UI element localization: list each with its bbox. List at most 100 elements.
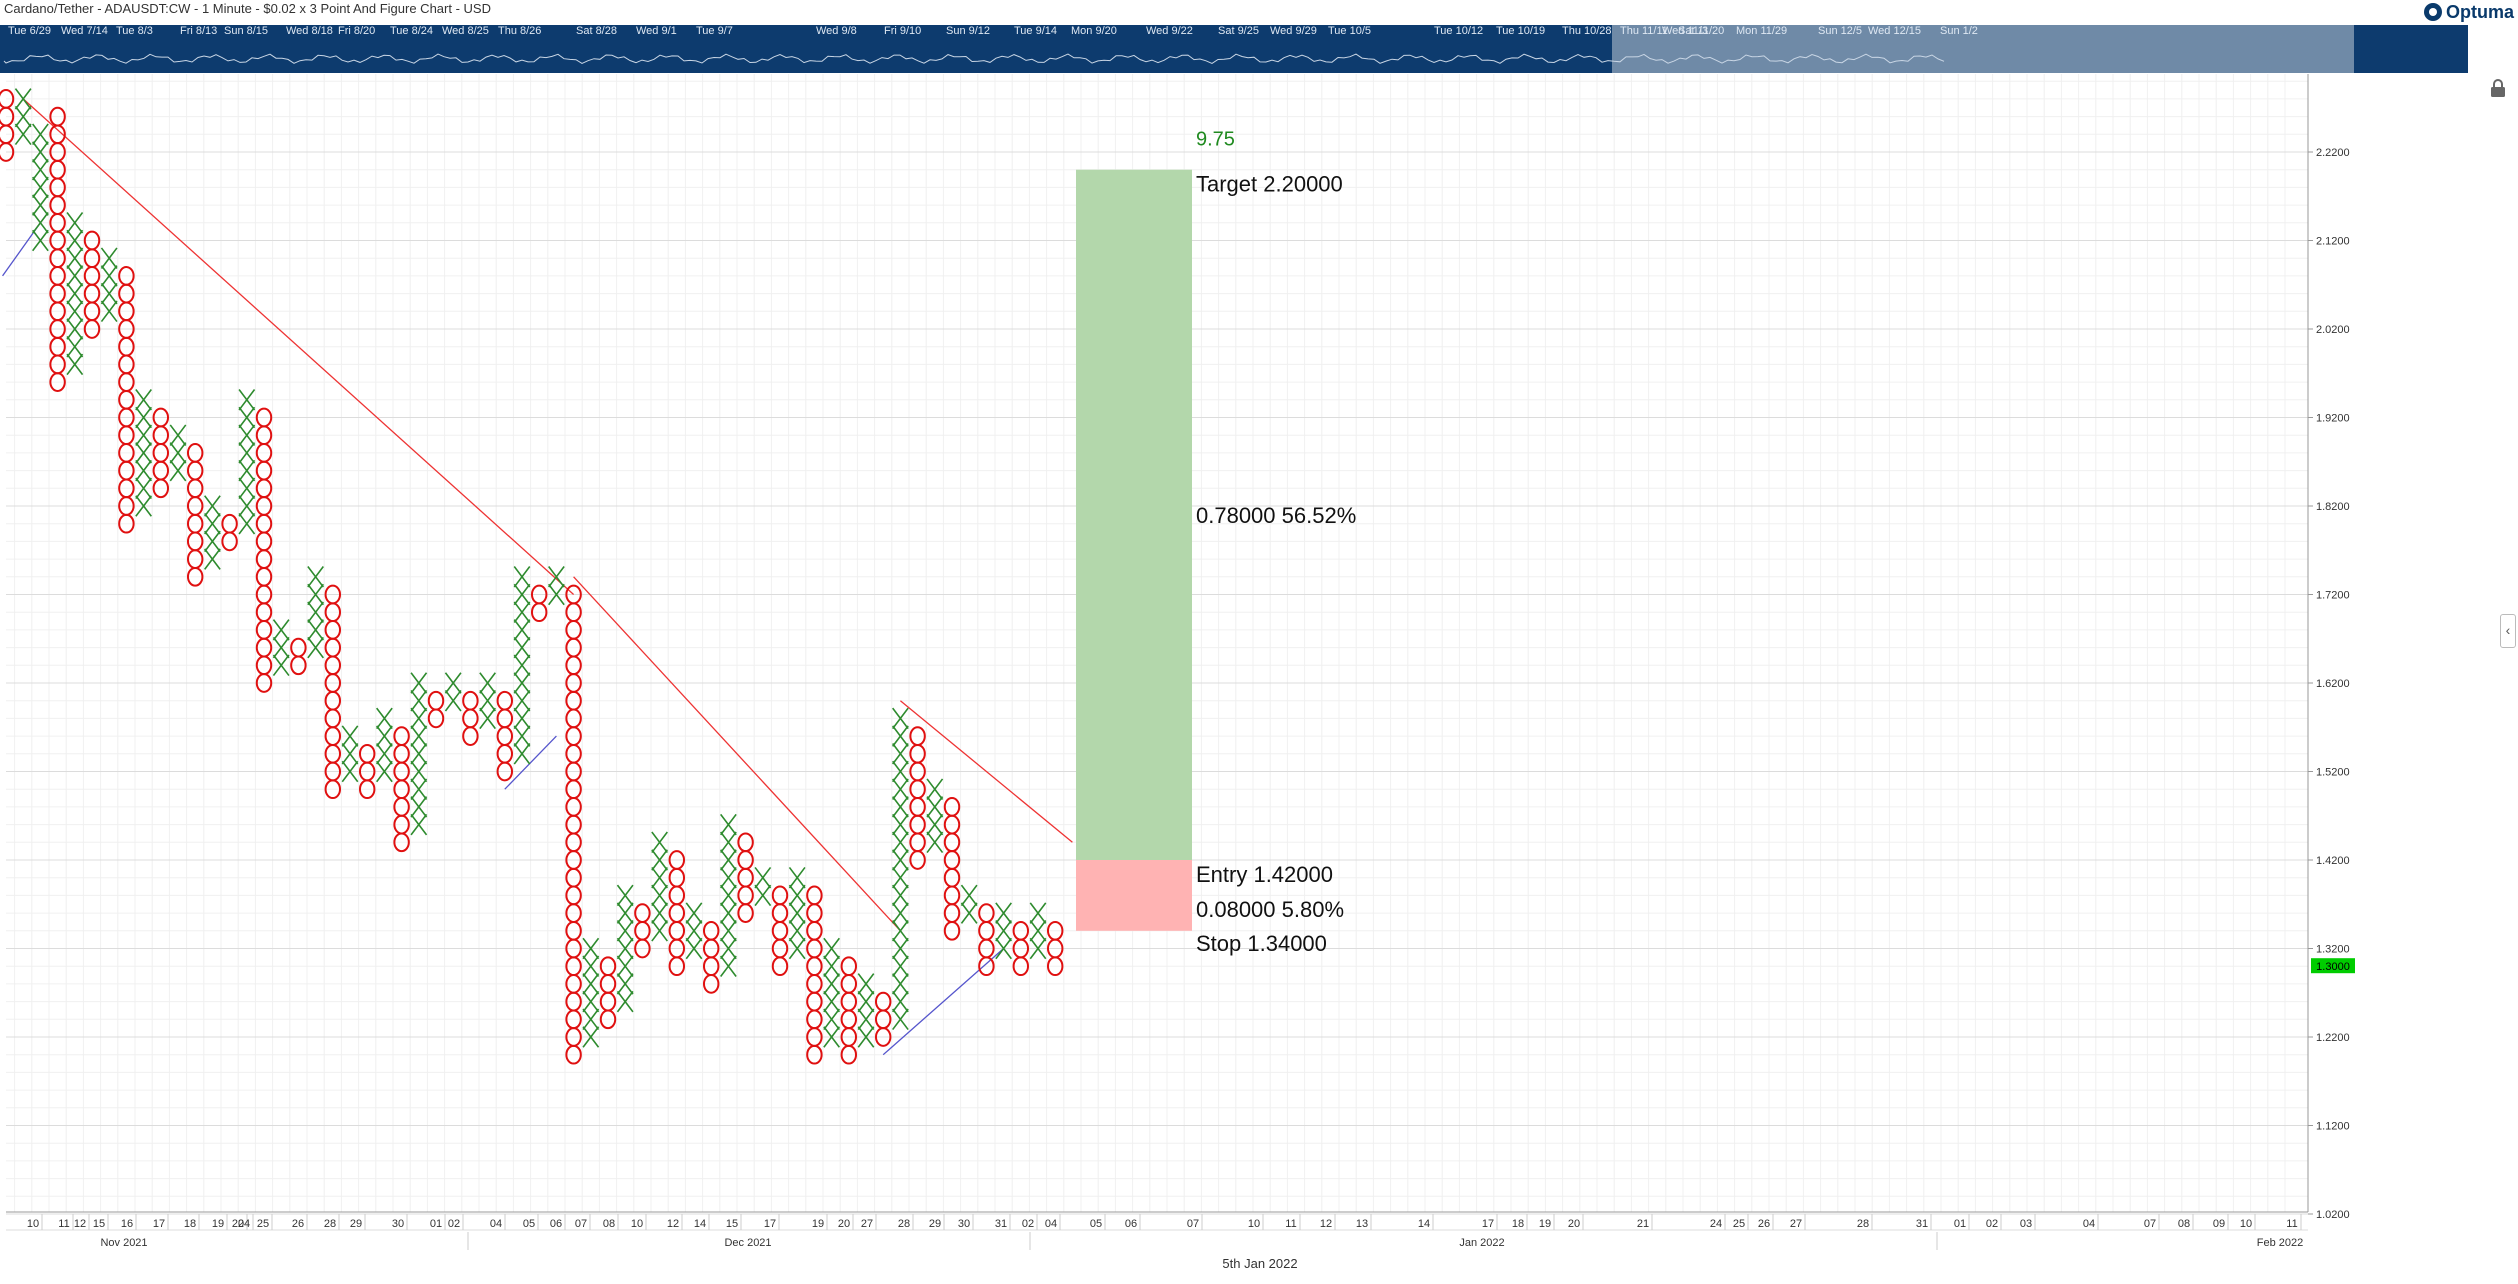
navigator-label: Mon 11/29 [1736, 25, 1788, 37]
x-day-label: 02 [1986, 1218, 1998, 1230]
x-mark [66, 265, 84, 287]
x-mark [410, 689, 428, 712]
o-mark [462, 690, 479, 711]
x-month-label: Jan 2022 [1459, 1237, 1504, 1249]
x-mark [66, 229, 84, 252]
x-mark [341, 725, 359, 747]
x-mark [616, 973, 634, 995]
x-mark [513, 707, 531, 730]
x-day-label: 31 [1916, 1218, 1928, 1230]
x-mark [651, 831, 668, 854]
x-mark [720, 937, 737, 960]
x-mark [823, 1026, 840, 1048]
x-day-label: 06 [1125, 1218, 1137, 1230]
o-mark [909, 726, 926, 746]
o-column [909, 726, 926, 870]
blue-trendline [882, 948, 1005, 1056]
x-day-label: 30 [392, 1218, 404, 1230]
x-day-label: 28 [1857, 1218, 1869, 1230]
navigator-window[interactable] [1612, 25, 2354, 73]
x-day-label: 28 [324, 1218, 336, 1230]
x-mark [582, 973, 600, 995]
x-mark [32, 141, 49, 163]
lock-icon[interactable] [2486, 76, 2510, 100]
x-day-label: 29 [929, 1218, 941, 1230]
x-mark [238, 495, 256, 517]
x-mark [410, 743, 428, 765]
x-mark [823, 937, 840, 960]
x-mark [169, 442, 187, 464]
x-mark [892, 796, 909, 818]
x-mark [892, 866, 909, 889]
collapse-panel-button[interactable]: ‹ [2500, 614, 2516, 648]
x-mark [204, 530, 221, 553]
o-mark [771, 885, 789, 906]
navigator-label: Wed 9/1 [636, 25, 677, 37]
x-day-label: 10 [631, 1218, 643, 1230]
x-mark [169, 424, 187, 446]
navigator-label: Fri 9/10 [884, 25, 922, 37]
x-mark [582, 955, 600, 977]
x-day-label: 21 [1637, 1218, 1649, 1230]
x-mark [892, 955, 909, 977]
o-mark [427, 690, 445, 711]
x-mark [14, 105, 32, 128]
navigator-label: Sun 9/12 [946, 25, 991, 37]
x-mark [685, 920, 703, 942]
x-column [685, 902, 703, 960]
o-column [702, 920, 720, 994]
x-day-label: 19 [1539, 1218, 1551, 1230]
x-mark [410, 796, 428, 818]
x-mark [376, 743, 393, 765]
y-tick-label: 1.2200 [2316, 1032, 2350, 1044]
x-month-label: Dec 2021 [724, 1237, 771, 1249]
o-mark [496, 690, 514, 711]
o-mark [0, 89, 15, 109]
x-mark [513, 689, 531, 712]
o-column [840, 956, 858, 1065]
navigator-label: Tue 9/14 [1014, 25, 1058, 37]
x-mark [513, 636, 531, 659]
x-mark [926, 796, 944, 818]
o-mark [668, 850, 686, 870]
x-mark [66, 318, 84, 340]
red-trendline [22, 98, 575, 595]
x-mark [720, 884, 737, 907]
x-mark [720, 866, 737, 889]
navigator-label: Mon 9/20 [1071, 25, 1117, 37]
x-mark [272, 619, 290, 641]
o-column [393, 726, 410, 853]
navigator-label: Sun 1/2 [1940, 25, 1978, 37]
navigator-label: Tue 10/5 [1328, 25, 1372, 37]
x-day-label: 20 [232, 1218, 244, 1230]
x-mark [135, 389, 152, 411]
x-day-label: 02 [448, 1218, 460, 1230]
x-mark [307, 636, 324, 659]
navigator-label: Wed 8/25 [442, 25, 489, 37]
x-mark [892, 849, 909, 871]
x-mark [479, 707, 496, 730]
x-column [238, 389, 256, 535]
o-column [943, 797, 961, 941]
stop-label: Stop 1.34000 [1196, 931, 1327, 956]
x-day-label: 29 [350, 1218, 362, 1230]
x-column [616, 884, 634, 1013]
x-mark [582, 937, 600, 960]
x-mark [32, 176, 49, 199]
y-tick-label: 1.8200 [2316, 501, 2350, 513]
x-mark [32, 123, 49, 146]
x-column [720, 813, 737, 977]
x-mark [135, 495, 152, 517]
x-column [651, 831, 668, 942]
o-column [806, 885, 823, 1065]
x-mark [857, 1026, 875, 1048]
x-mark [548, 566, 565, 588]
x-mark [513, 654, 531, 677]
x-day-label: 27 [1790, 1218, 1802, 1230]
navigator-strip[interactable]: Tue 6/29 Wed 7/14 Tue 8/3 Fri 8/13 Sun 8/15 W… [0, 25, 2468, 73]
o-mark [255, 407, 273, 428]
o-mark [565, 584, 582, 605]
x-column [204, 495, 221, 570]
